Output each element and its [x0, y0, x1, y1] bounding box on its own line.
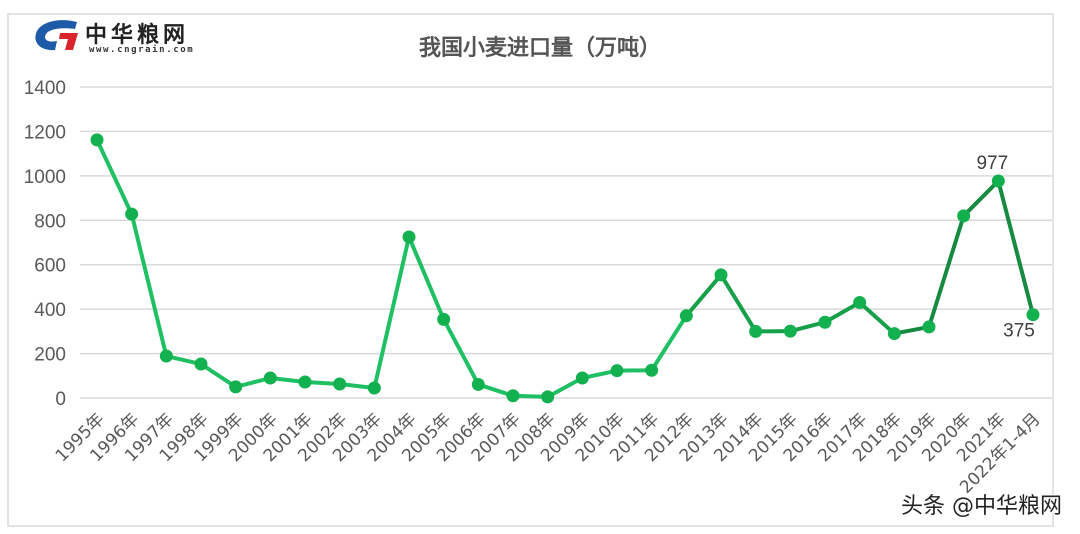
series-line-segment [545, 376, 585, 399]
data-point-marker [90, 133, 104, 147]
series-line-segment [857, 300, 897, 336]
y-tick-label: 200 [34, 345, 66, 366]
data-point-marker [749, 324, 763, 338]
data-point-marker [645, 363, 659, 377]
series-line-segment [649, 313, 689, 373]
series-line-segment [684, 272, 723, 318]
y-tick-label: 400 [34, 300, 66, 321]
data-point-marker [263, 371, 277, 385]
chart-title: 我国小麦进口量（万吨） [418, 36, 661, 61]
y-tick-label: 600 [34, 256, 66, 277]
data-point-marker [610, 364, 624, 378]
series-line-segment [996, 178, 1035, 317]
series-line-segment [199, 362, 238, 389]
series-line-segment [719, 272, 758, 334]
data-point-marker [714, 268, 728, 282]
data-point-marker [957, 209, 971, 223]
data-point-marker [471, 377, 485, 391]
data-label: 375 [1003, 321, 1035, 342]
y-tick-label: 0 [55, 389, 66, 410]
data-point-marker [298, 375, 312, 389]
data-point-marker [194, 357, 208, 371]
y-tick-label: 1000 [24, 167, 66, 188]
y-tick-label: 800 [34, 211, 66, 232]
data-point-marker [679, 309, 693, 323]
series-line-segment [407, 234, 446, 322]
series-line-segment [129, 212, 169, 359]
logo: 中华粮网 www.cngrain.com [33, 17, 223, 57]
data-point-marker [575, 371, 589, 385]
series-line-segment [441, 317, 481, 387]
data-point-marker [229, 380, 243, 394]
data-point-marker [402, 230, 416, 244]
data-point-marker [818, 315, 832, 329]
series-line-segment [927, 213, 966, 329]
data-point-marker [333, 377, 347, 391]
data-point-marker [783, 324, 797, 338]
series-line-segment [961, 178, 1001, 218]
data-point-marker [541, 390, 555, 404]
data-point-marker [367, 381, 381, 395]
data-point-marker [125, 207, 139, 221]
series-line-segment [95, 137, 134, 217]
data-point-marker [922, 320, 936, 334]
data-point-marker [159, 349, 173, 363]
data-point-marker [506, 389, 520, 403]
data-point-marker [991, 174, 1005, 188]
data-point-marker [853, 295, 867, 309]
data-point-marker [1026, 308, 1040, 322]
data-point-marker [437, 312, 451, 326]
series-line-segment [823, 300, 862, 325]
y-tick-label: 1400 [24, 78, 66, 99]
data-label: 977 [976, 153, 1008, 174]
logo-url: www.cngrain.com [89, 45, 195, 55]
series-line-segment [372, 234, 411, 391]
y-tick-label: 1200 [24, 122, 66, 143]
cngrain-logo-icon [35, 20, 78, 51]
data-point-marker [887, 327, 901, 341]
logo-name: 中华粮网 [85, 23, 190, 48]
chart-frame [7, 13, 1054, 527]
watermark: 头条 @中华粮网 [901, 494, 1062, 519]
